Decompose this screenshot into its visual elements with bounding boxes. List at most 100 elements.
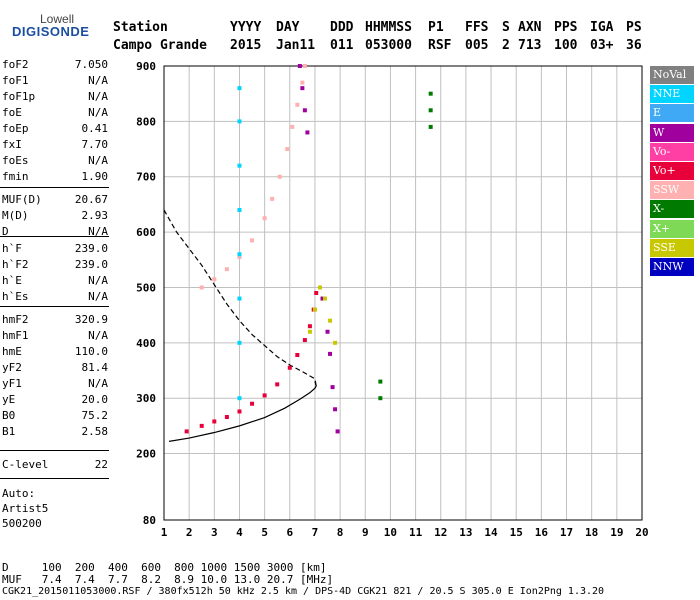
x-tick-label: 17 xyxy=(560,526,573,539)
param-label: foF1p xyxy=(2,90,36,103)
param-label: B1 xyxy=(2,425,16,438)
profile-solid-line xyxy=(168,381,317,442)
autoscale-artist: Artist5 xyxy=(2,502,49,515)
header-value: 713 xyxy=(518,38,542,53)
header-label: IGA xyxy=(590,20,614,35)
legend-item: X+ xyxy=(650,219,694,238)
data-point xyxy=(237,163,242,168)
param-label: yF1 xyxy=(2,377,22,390)
param-value: 239.0 xyxy=(74,242,108,255)
data-point xyxy=(328,318,333,323)
data-point xyxy=(302,64,307,68)
data-point xyxy=(297,64,302,68)
data-point xyxy=(275,382,280,387)
param-row: yF2 81.4 xyxy=(2,361,108,377)
param-separator xyxy=(0,236,109,237)
data-point xyxy=(237,255,242,260)
x-tick-label: 5 xyxy=(261,526,268,539)
param-value: 2.93 xyxy=(81,209,109,222)
header-value: 100 xyxy=(554,38,578,53)
param-value: 22 xyxy=(94,458,108,471)
x-tick-label: 13 xyxy=(459,526,472,539)
param-value: 239.0 xyxy=(74,258,108,271)
data-point xyxy=(305,130,310,135)
header-label: YYYY xyxy=(230,20,262,35)
data-point xyxy=(428,108,433,113)
data-point xyxy=(237,86,242,91)
param-row: h`Es N/A xyxy=(2,290,108,306)
data-point xyxy=(237,396,242,401)
param-value: 81.4 xyxy=(81,361,109,374)
param-label: foEp xyxy=(2,122,29,135)
data-point xyxy=(330,385,335,390)
param-label: foEs xyxy=(2,154,29,167)
data-point xyxy=(287,365,292,370)
legend-item: SSW xyxy=(650,181,694,200)
param-row: B1 2.58 xyxy=(2,425,108,441)
header-label: DDD xyxy=(330,20,354,35)
param-separator xyxy=(0,306,109,307)
param-row: h`F 239.0 xyxy=(2,242,108,258)
param-row: foF1 N/A xyxy=(2,74,108,90)
data-point xyxy=(428,91,433,96)
param-row: foEp 0.41 xyxy=(2,122,108,138)
data-point xyxy=(250,238,255,243)
param-row: D N/A xyxy=(2,225,108,241)
data-point xyxy=(428,124,433,129)
data-point xyxy=(270,196,275,201)
data-point xyxy=(328,351,333,356)
x-tick-label: 9 xyxy=(362,526,369,539)
param-value: 0.41 xyxy=(81,122,109,135)
header-label: Station xyxy=(113,20,168,35)
param-row: h`F2 239.0 xyxy=(2,258,108,274)
data-point xyxy=(224,415,229,420)
y-tick-label: 300 xyxy=(136,392,156,405)
footer-muf-row: MUF 7.4 7.4 7.7 8.2 8.9 10.0 13.0 20.7 [… xyxy=(2,573,334,586)
param-separator xyxy=(0,450,109,451)
param-value: 110.0 xyxy=(74,345,108,358)
data-point xyxy=(199,285,204,290)
data-point xyxy=(323,296,328,301)
param-label: fmin xyxy=(2,170,29,183)
param-value: N/A xyxy=(88,106,108,119)
param-label: h`Es xyxy=(2,290,29,303)
legend-item: NNE xyxy=(650,85,694,104)
data-point xyxy=(333,407,338,412)
y-tick-label: 500 xyxy=(136,281,156,294)
data-point xyxy=(285,147,290,152)
data-point xyxy=(290,124,295,129)
param-row: h`E N/A xyxy=(2,274,108,290)
param-value: 7.050 xyxy=(74,58,108,71)
x-tick-label: 15 xyxy=(510,526,523,539)
header-value: 36 xyxy=(626,38,642,53)
header-label: AXN xyxy=(518,20,542,35)
legend-item: W xyxy=(650,123,694,142)
x-tick-label: 12 xyxy=(434,526,447,539)
param-row: foF1p N/A xyxy=(2,90,108,106)
param-row: foEs N/A xyxy=(2,154,108,170)
y-tick-label: 700 xyxy=(136,171,156,184)
data-point xyxy=(262,393,267,398)
header-value: 2 xyxy=(502,38,510,53)
data-point xyxy=(237,252,242,257)
param-value: N/A xyxy=(88,225,108,238)
param-row: foF2 7.050 xyxy=(2,58,108,74)
param-label: M(D) xyxy=(2,209,29,222)
y-tick-label: 80 xyxy=(143,514,156,527)
x-tick-label: 10 xyxy=(384,526,397,539)
x-tick-label: 7 xyxy=(312,526,319,539)
param-row: yE 20.0 xyxy=(2,393,108,409)
x-tick-label: 4 xyxy=(236,526,243,539)
data-point xyxy=(224,267,229,272)
legend-item: NoVal xyxy=(650,66,694,84)
param-label: yE xyxy=(2,393,16,406)
data-point xyxy=(295,102,300,107)
autoscale-label: Auto: xyxy=(2,487,36,500)
x-tick-label: 6 xyxy=(286,526,293,539)
header-label: S xyxy=(502,20,510,35)
data-point xyxy=(378,396,383,401)
param-value: N/A xyxy=(88,377,108,390)
data-point xyxy=(302,338,307,343)
param-value: 7.70 xyxy=(81,138,109,151)
header-value: 053000 xyxy=(365,38,412,53)
